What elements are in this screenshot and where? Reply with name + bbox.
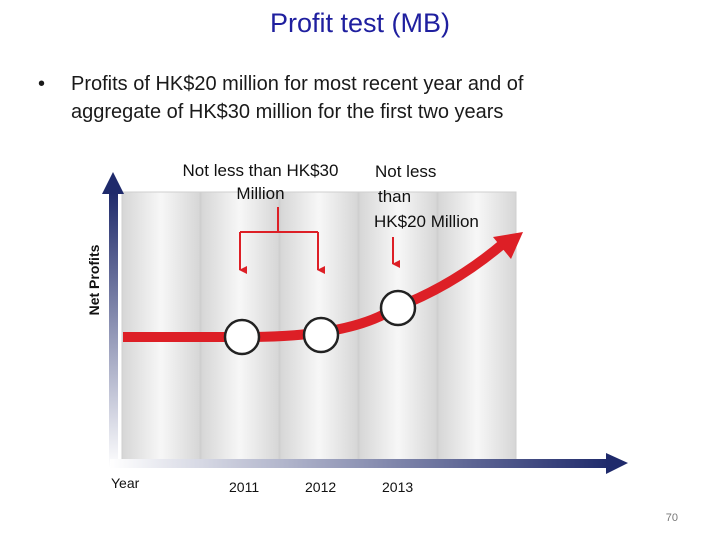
recent-year-annotation-line-1: Not less xyxy=(375,162,437,181)
slide-title: Profit test (MB) xyxy=(269,8,451,38)
x-axis-arrowhead xyxy=(606,453,628,474)
page-number: 70 xyxy=(665,512,678,524)
y-axis-label: Net Profits xyxy=(86,244,102,316)
year-label-2011: 2011 xyxy=(229,479,260,495)
recent-year-annotation-line-3: HK$20 Million xyxy=(374,212,479,231)
two-year-annotation-line-1: Not less than HK$30 xyxy=(182,161,339,180)
x-axis xyxy=(110,453,628,474)
bullet-text: Profits of HK$20 million for most recent… xyxy=(71,70,671,126)
year-marker-2013 xyxy=(379,289,417,327)
year-label-2012: 2012 xyxy=(305,479,337,495)
year-marker-2011 xyxy=(223,318,261,356)
two-year-bracket xyxy=(239,207,325,274)
x-axis-label: Year xyxy=(111,475,140,491)
y-axis xyxy=(102,172,124,468)
year-label-2013: 2013 xyxy=(382,479,414,495)
recent-year-annotation: Not less than HK$20 Million xyxy=(368,159,508,234)
bullet-marker: • xyxy=(38,73,46,95)
bullet-line-2: aggregate of HK$30 million for the first… xyxy=(71,101,504,123)
profit-curve-arrowhead xyxy=(493,232,523,259)
two-year-annotation: Not less than HK$30 Million xyxy=(158,159,363,205)
recent-year-annotation-line-2: than xyxy=(378,187,412,206)
bullet-line-1: Profits of HK$20 million for most recent… xyxy=(71,73,524,95)
y-axis-arrowhead xyxy=(102,172,124,194)
two-year-annotation-line-2: Million xyxy=(236,184,285,203)
year-marker-2012 xyxy=(302,316,340,354)
column-background xyxy=(121,191,201,461)
